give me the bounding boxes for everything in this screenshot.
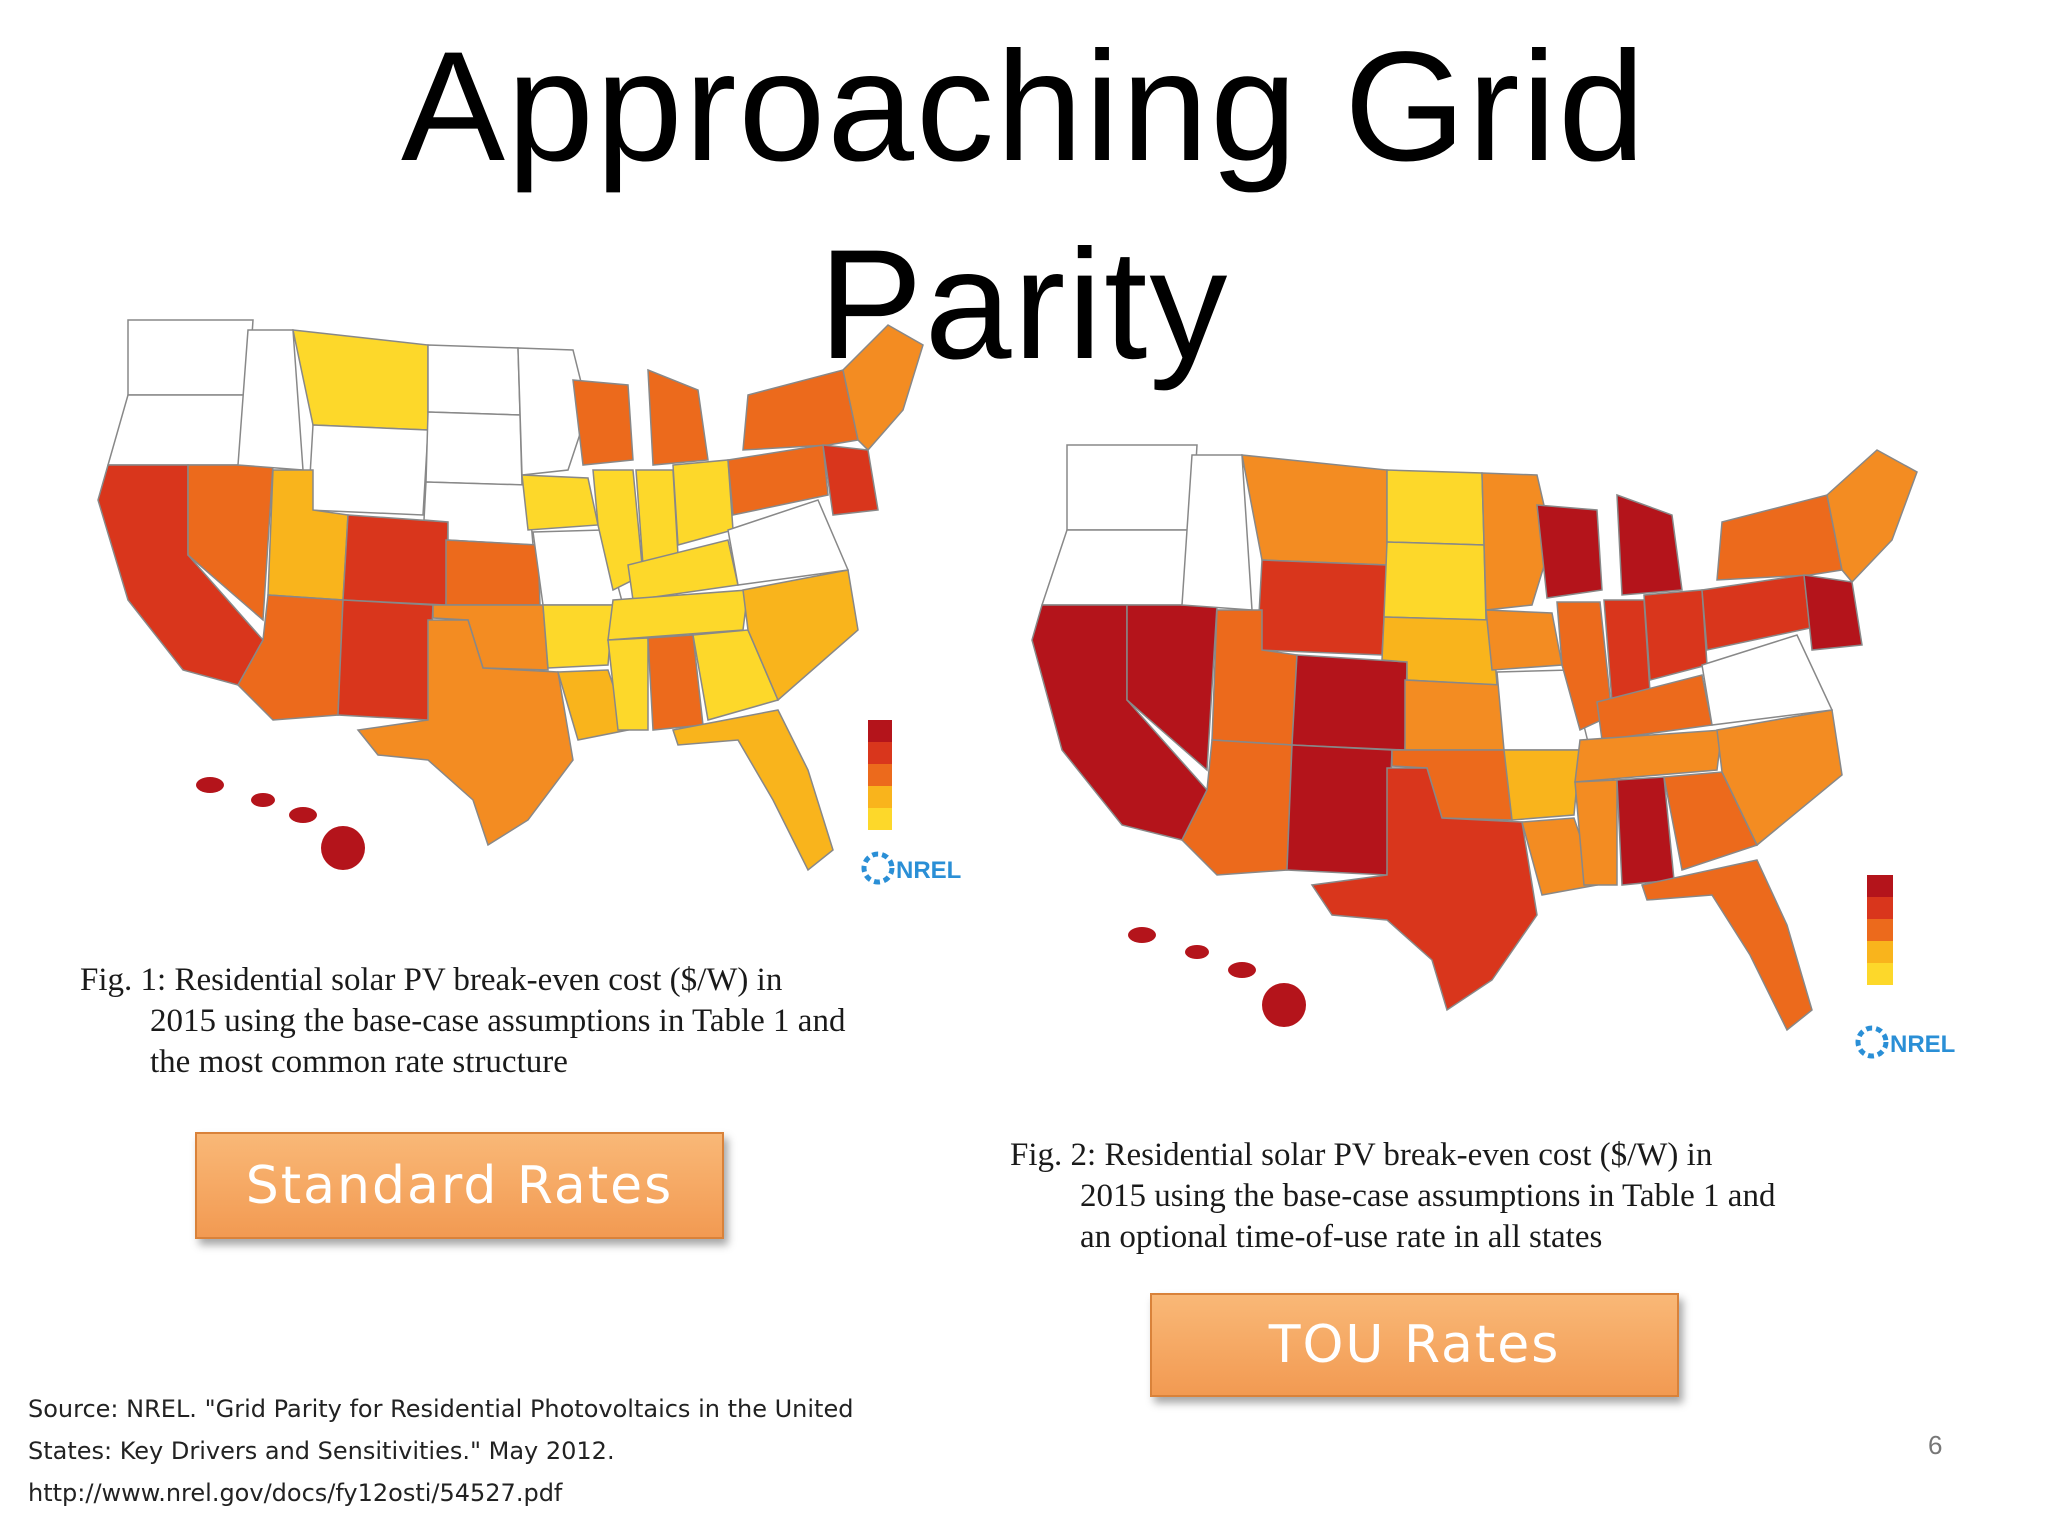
legend-swatch-1 xyxy=(1867,875,1893,897)
map-state-mid-atlantic xyxy=(1803,574,1863,651)
map-state-carolinas xyxy=(742,569,859,702)
map-hawaii-3 xyxy=(289,807,317,823)
nrel-logo-text: NREL xyxy=(896,857,961,884)
slide-title-line-2: Parity xyxy=(818,218,1230,392)
map-state-montana xyxy=(1241,454,1388,566)
map-state-new-york xyxy=(742,369,859,451)
legend-swatch-2 xyxy=(1867,897,1893,919)
map-hawaii-4 xyxy=(1262,983,1306,1027)
map-state-kansas xyxy=(1404,679,1505,751)
slide-title: Approaching Grid Parity xyxy=(0,8,2048,404)
slide-title-line-1: Approaching Grid xyxy=(400,20,1648,194)
map-state-mid-atlantic xyxy=(822,444,879,516)
map-state-new-mexico xyxy=(1286,744,1393,876)
map-state-wisconsin xyxy=(572,379,634,466)
map-state-colorado xyxy=(1291,654,1408,751)
map-state-iowa xyxy=(521,474,599,531)
map-state-ohio xyxy=(672,459,734,546)
legend-swatch-3 xyxy=(868,764,892,786)
map-state-arizona xyxy=(237,594,344,721)
legend-swatch-3 xyxy=(1867,919,1893,941)
page-number: 6 xyxy=(1928,1430,1943,1460)
legend-swatch-4 xyxy=(1867,941,1893,963)
map-state-florida xyxy=(1641,859,1813,1032)
map-state-virginia xyxy=(1701,634,1834,726)
tou-rates-map-svg: NREL xyxy=(1031,444,1955,1059)
map-state-kansas xyxy=(445,539,541,606)
map-state-texas xyxy=(1310,767,1538,1012)
map-state-minnesota xyxy=(517,347,589,476)
nrel-logo-icon xyxy=(1855,1025,1889,1059)
fig2-caption: Fig. 2: Residential solar PV break-even … xyxy=(1010,1135,1775,1258)
map-state-mississippi xyxy=(1574,779,1618,886)
map-state-mississippi xyxy=(607,637,649,731)
source-line-1: Source: NREL. "Grid Parity for Residenti… xyxy=(28,1395,854,1423)
map-state-new-england xyxy=(1826,449,1918,584)
map-state-north-dakota xyxy=(1386,469,1485,546)
map-state-new-york xyxy=(1716,494,1843,581)
fig1-caption-line-2: 2015 using the base-case assumptions in … xyxy=(150,1003,846,1039)
fig2-caption-line-3: an optional time-of-use rate in all stat… xyxy=(1080,1219,1603,1255)
map-state-illinois xyxy=(1556,601,1613,732)
map-state-virginia xyxy=(727,499,850,586)
map-state-alabama xyxy=(1616,776,1675,886)
source-url[interactable]: http://www.nrel.gov/docs/fy12osti/54527.… xyxy=(28,1479,563,1507)
tou-rates-map: NREL xyxy=(1022,430,1982,1090)
map-state-indiana xyxy=(1603,599,1651,703)
map-state-oregon xyxy=(1040,529,1193,606)
standard-rates-map-svg: NREL xyxy=(97,319,961,885)
map-state-indiana xyxy=(635,469,679,566)
map-state-new-england xyxy=(842,324,924,452)
map-state-arkansas xyxy=(1503,749,1581,821)
tou-rates-button[interactable]: TOU Rates xyxy=(1150,1293,1679,1397)
source-line-2: States: Key Drivers and Sensitivities." … xyxy=(28,1437,615,1465)
map-hawaii-4 xyxy=(321,826,365,870)
standard-rates-map: NREL xyxy=(88,300,978,920)
map-hawaii-3 xyxy=(1228,962,1256,978)
map-hawaii-1 xyxy=(1128,927,1156,943)
map-state-wyoming xyxy=(1256,559,1388,656)
nrel-logo-text: NREL xyxy=(1890,1031,1955,1058)
standard-rates-button[interactable]: Standard Rates xyxy=(195,1132,724,1239)
fig1-caption-line-1: Fig. 1: Residential solar PV break-even … xyxy=(80,962,783,998)
map-state-alabama xyxy=(647,634,704,731)
map-state-michigan xyxy=(1616,493,1683,596)
map-state-new-mexico xyxy=(337,599,434,721)
map-state-florida xyxy=(672,709,834,872)
fig2-caption-line-2: 2015 using the base-case assumptions in … xyxy=(1080,1178,1776,1214)
map-hawaii-1 xyxy=(196,777,224,793)
map-state-wyoming xyxy=(307,424,429,516)
map-state-tennessee xyxy=(1574,729,1723,783)
fig1-caption: Fig. 1: Residential solar PV break-even … xyxy=(80,960,845,1083)
map-state-south-dakota xyxy=(1383,541,1487,621)
map-state-pennsylvania xyxy=(727,444,829,516)
map-state-washington xyxy=(1066,444,1198,531)
map-state-colorado xyxy=(342,514,449,606)
map-state-ohio xyxy=(1643,589,1708,681)
map-state-south-dakota xyxy=(425,411,523,486)
map-state-illinois xyxy=(592,469,644,592)
legend-swatch-1 xyxy=(868,720,892,742)
fig1-caption-line-3: the most common rate structure xyxy=(150,1044,568,1080)
legend-swatch-4 xyxy=(868,786,892,808)
fig2-caption-line-1: Fig. 2: Residential solar PV break-even … xyxy=(1010,1137,1713,1173)
map-state-idaho xyxy=(1181,454,1253,611)
map-state-wisconsin xyxy=(1536,504,1603,599)
map-state-michigan xyxy=(647,368,709,466)
legend-swatch-5 xyxy=(868,808,892,830)
map-hawaii-2 xyxy=(251,793,275,807)
map-hawaii-2 xyxy=(1185,945,1209,959)
legend-swatch-5 xyxy=(1867,963,1893,985)
source-citation: Source: NREL. "Grid Parity for Residenti… xyxy=(28,1388,853,1514)
map-state-texas xyxy=(356,619,574,847)
legend-swatch-2 xyxy=(868,742,892,764)
nrel-logo-icon xyxy=(861,851,895,885)
map-state-carolinas xyxy=(1716,709,1843,847)
map-state-arkansas xyxy=(542,604,614,669)
map-state-minnesota xyxy=(1481,472,1553,611)
map-state-oregon xyxy=(107,394,249,466)
map-state-iowa xyxy=(1485,609,1563,671)
